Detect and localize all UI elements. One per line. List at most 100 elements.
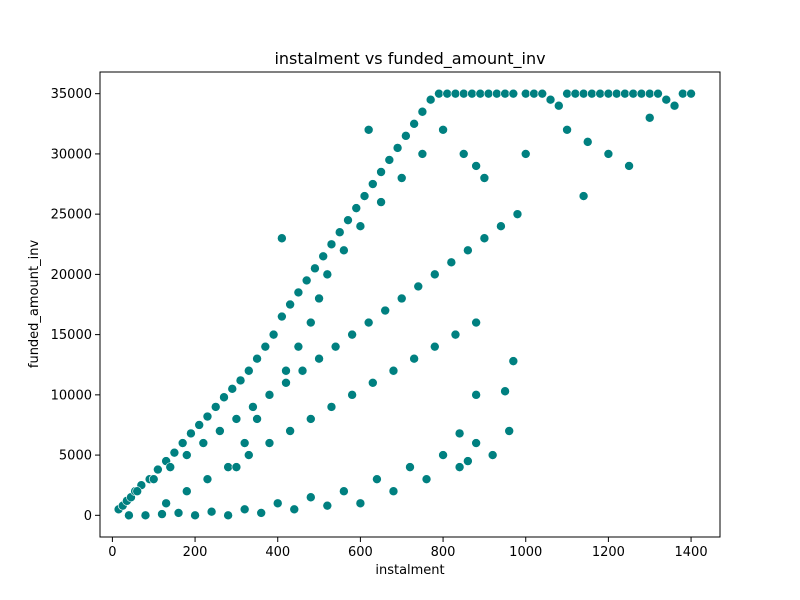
data-point xyxy=(161,498,171,509)
data-point xyxy=(388,486,399,497)
data-point xyxy=(508,88,519,99)
data-point xyxy=(264,390,275,400)
y-tick-label: 20000 xyxy=(51,268,92,283)
data-point xyxy=(578,191,589,201)
x-tick-label: 800 xyxy=(431,545,456,560)
data-point xyxy=(396,173,407,183)
data-point xyxy=(157,509,167,519)
data-point xyxy=(363,125,374,135)
data-point xyxy=(417,149,428,159)
data-point xyxy=(479,173,490,183)
data-point xyxy=(429,269,440,280)
data-point xyxy=(124,510,134,521)
data-point xyxy=(326,402,337,412)
data-point xyxy=(578,88,589,99)
data-point xyxy=(582,137,593,147)
data-point xyxy=(475,88,486,99)
data-point xyxy=(372,474,382,484)
data-point xyxy=(624,161,634,171)
x-tick-label: 1000 xyxy=(509,545,542,560)
data-point xyxy=(450,88,461,99)
data-point xyxy=(132,486,142,497)
x-axis: 0 200 400 600 800 1000 1200 1400 xyxy=(108,537,708,560)
data-point xyxy=(206,506,217,517)
data-point xyxy=(388,365,399,376)
x-axis-label: instalment xyxy=(375,563,444,578)
data-point xyxy=(314,293,324,304)
data-point xyxy=(677,88,688,99)
data-point xyxy=(223,510,233,521)
data-point xyxy=(239,438,250,448)
data-point xyxy=(153,464,163,475)
data-point xyxy=(347,390,357,400)
data-point xyxy=(570,88,581,99)
data-point xyxy=(223,462,233,472)
data-point xyxy=(392,143,403,153)
y-axis-label: funded_amount_inv xyxy=(27,240,42,369)
y-tick-label: 5000 xyxy=(59,449,92,464)
data-point xyxy=(310,263,320,274)
data-point xyxy=(297,365,308,376)
data-point xyxy=(686,88,696,99)
data-point xyxy=(442,88,453,99)
data-point xyxy=(401,131,411,141)
data-point xyxy=(463,245,473,256)
data-point xyxy=(268,329,279,340)
data-point xyxy=(248,402,258,412)
data-point xyxy=(305,317,316,328)
data-point xyxy=(529,88,539,99)
data-point xyxy=(322,500,333,511)
data-point xyxy=(285,299,295,310)
data-point xyxy=(182,486,192,497)
plot-frame xyxy=(99,71,721,538)
data-point xyxy=(669,100,680,111)
data-point xyxy=(553,100,564,111)
y-tick-label: 30000 xyxy=(51,147,92,162)
data-point xyxy=(202,411,213,422)
data-point xyxy=(376,197,386,207)
y-tick-label: 0 xyxy=(84,509,92,524)
data-point xyxy=(653,88,663,99)
data-point xyxy=(281,377,291,388)
data-point xyxy=(545,94,556,105)
data-point xyxy=(487,450,498,460)
data-point xyxy=(483,88,494,99)
data-point xyxy=(611,88,622,99)
data-point xyxy=(537,88,548,99)
data-point xyxy=(384,155,395,165)
data-point xyxy=(355,498,366,509)
data-point xyxy=(500,386,510,397)
data-point xyxy=(429,341,440,352)
data-point xyxy=(446,257,457,268)
data-point xyxy=(293,341,304,352)
data-point xyxy=(285,426,295,436)
data-point xyxy=(396,293,407,304)
data-point xyxy=(471,161,481,171)
data-point xyxy=(318,251,329,262)
data-point xyxy=(644,112,655,123)
data-point xyxy=(595,88,605,99)
data-point xyxy=(347,329,357,340)
data-point xyxy=(438,450,448,460)
data-point xyxy=(471,390,481,400)
data-point xyxy=(661,94,672,105)
data-point xyxy=(380,305,391,316)
data-point xyxy=(409,353,419,364)
data-point xyxy=(512,209,523,219)
data-point xyxy=(165,462,176,472)
data-point xyxy=(186,428,196,439)
data-point xyxy=(322,269,333,280)
data-point xyxy=(182,450,192,460)
data-point xyxy=(215,426,225,436)
data-point xyxy=(190,510,200,521)
data-point xyxy=(500,88,510,99)
data-point xyxy=(235,375,246,386)
data-point xyxy=(562,88,572,99)
data-point xyxy=(413,281,424,292)
data-point xyxy=(210,402,221,412)
data-point xyxy=(454,428,465,439)
data-point xyxy=(244,450,254,460)
data-point xyxy=(644,88,655,99)
data-point xyxy=(272,498,283,509)
